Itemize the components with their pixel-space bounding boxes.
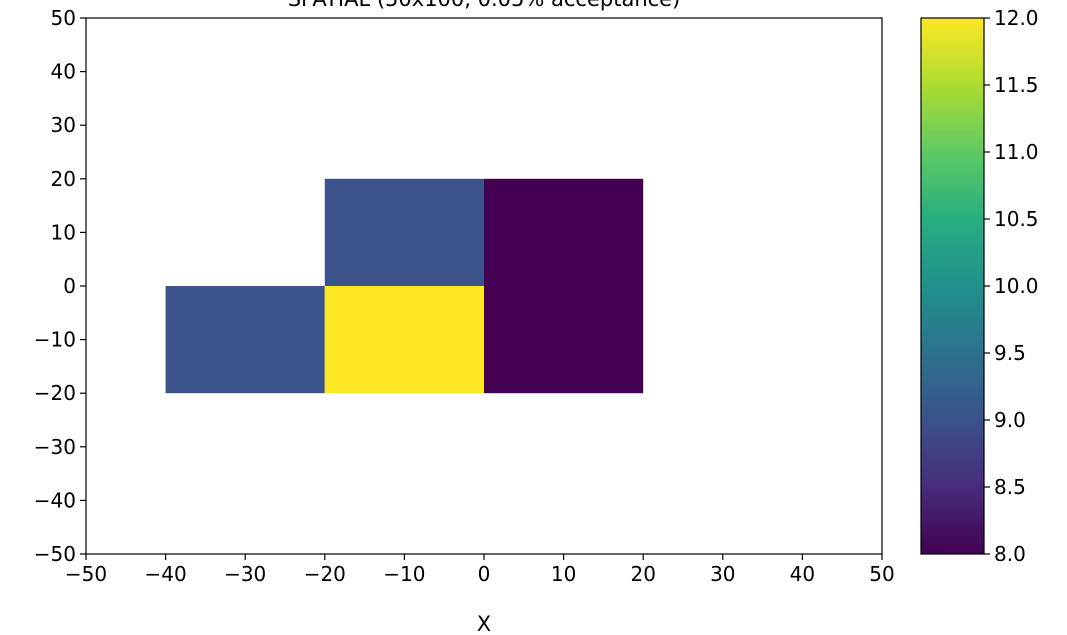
chart-title: SPATIAL (50x100, 0.05% acceptance) — [288, 0, 681, 11]
y-tick-label: −40 — [34, 488, 76, 512]
x-tick-label: 30 — [710, 562, 735, 586]
colorbar — [920, 17, 985, 555]
heatmap-cells — [165, 178, 644, 394]
x-tick-label: 20 — [630, 562, 655, 586]
colorbar-tick-label: 12.0 — [994, 6, 1039, 30]
y-tick-label: −10 — [34, 328, 76, 352]
heatmap-cell-4 — [484, 178, 644, 286]
colorbar-ticks: 8.0 8.5 9.0 9.5 10.0 10.5 11.0 11.5 12.0 — [984, 6, 1039, 566]
colorbar-tick-label: 11.0 — [994, 140, 1039, 164]
colorbar-tick-label: 10.5 — [994, 207, 1039, 231]
y-tick-label: −30 — [34, 435, 76, 459]
heatmap-cell-1 — [324, 286, 484, 394]
x-tick-label: 10 — [551, 562, 576, 586]
heatmap-cell-2 — [484, 286, 644, 394]
y-tick-label: 20 — [51, 167, 76, 191]
x-tick-label: −40 — [144, 562, 186, 586]
x-tick-label: 0 — [478, 562, 491, 586]
y-tick-label: 50 — [51, 6, 76, 30]
x-tick-label: 50 — [869, 562, 894, 586]
x-tick-label: −10 — [383, 562, 425, 586]
heatmap-cell-0 — [165, 286, 325, 394]
y-tick-label: 30 — [51, 113, 76, 137]
colorbar-tick-label: 8.0 — [994, 542, 1026, 566]
x-tick-label: −30 — [224, 562, 266, 586]
y-tick-label: −50 — [34, 542, 76, 566]
x-tick-label: −50 — [65, 562, 107, 586]
colorbar-tick-label: 9.5 — [994, 341, 1026, 365]
colorbar-tick-label: 9.0 — [994, 408, 1026, 432]
x-tick-label: 40 — [790, 562, 815, 586]
colorbar-tick-label: 10.0 — [994, 274, 1039, 298]
y-tick-label: 0 — [63, 274, 76, 298]
y-tick-label: 40 — [51, 60, 76, 84]
y-tick-label: −20 — [34, 381, 76, 405]
x-tick-label: −20 — [304, 562, 346, 586]
colorbar-tick-label: 11.5 — [994, 73, 1039, 97]
x-axis-label: X — [477, 612, 491, 635]
y-axis-ticks: −50 −40 −30 −20 −10 0 10 20 30 40 50 — [34, 6, 86, 566]
x-axis-ticks: −50 −40 −30 −20 −10 0 10 20 30 40 50 — [65, 554, 895, 586]
heatmap-cell-3 — [324, 178, 484, 286]
y-tick-label: 10 — [51, 220, 76, 244]
colorbar-tick-label: 8.5 — [994, 475, 1026, 499]
